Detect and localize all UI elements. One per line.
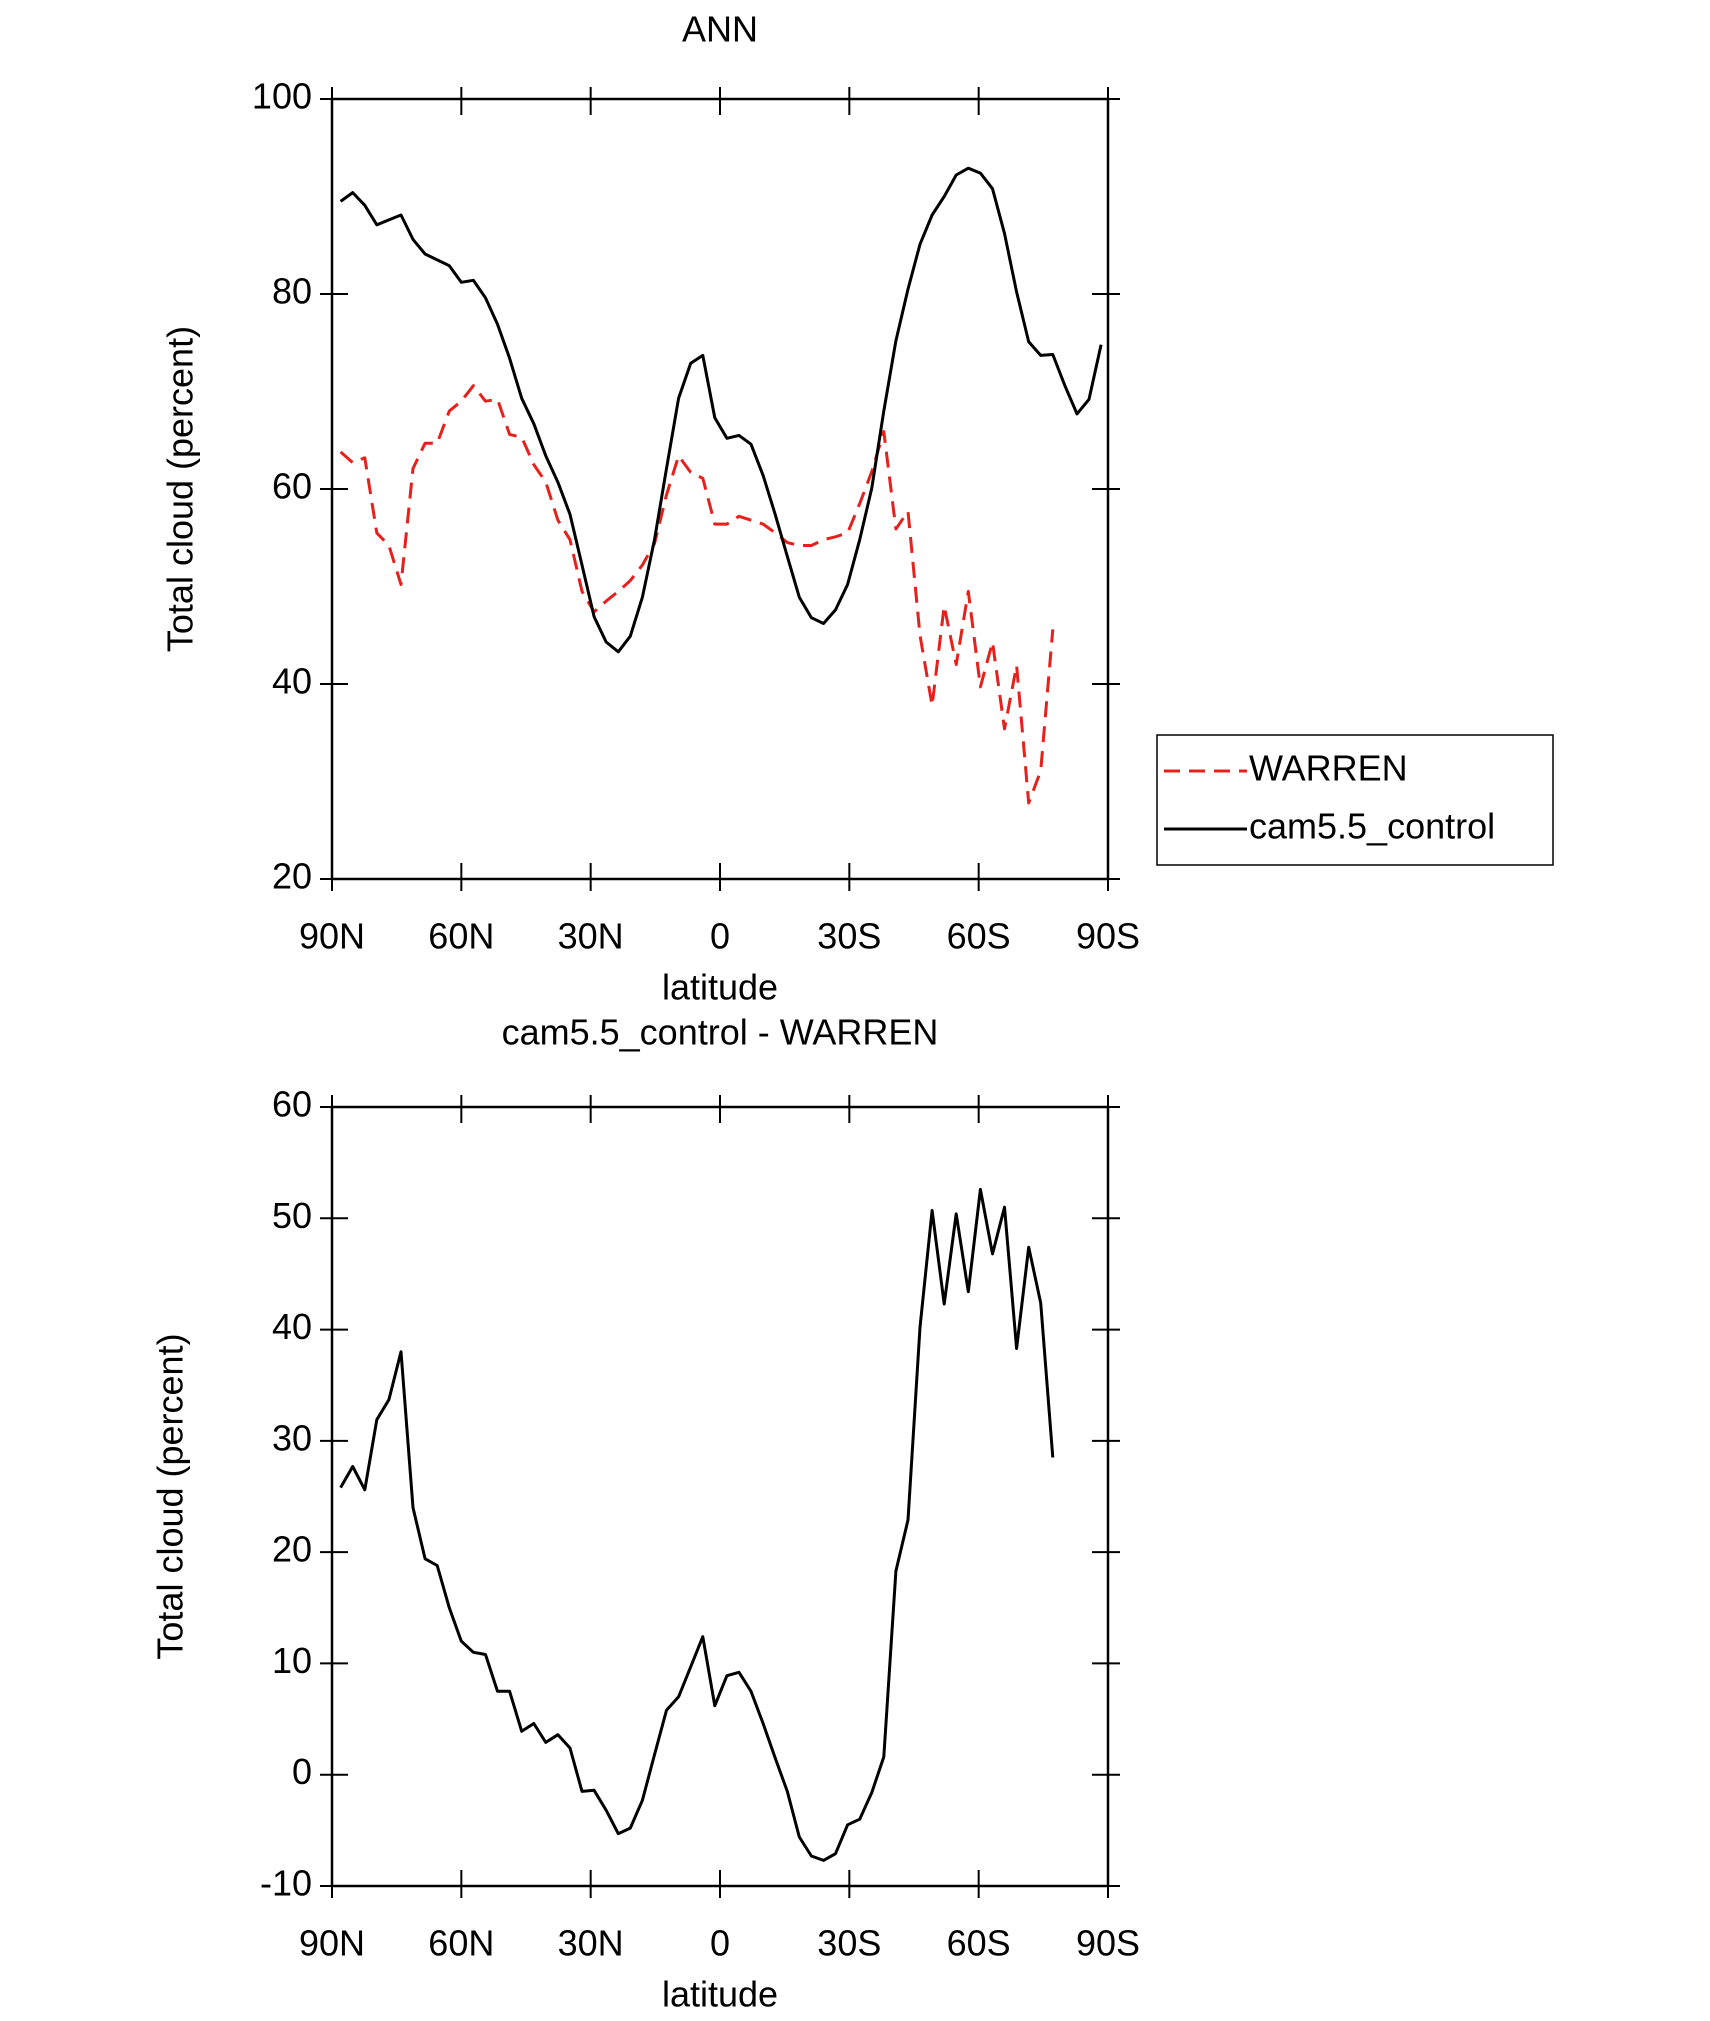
x-tick-label: 60N [428,1923,494,1964]
plot-frame [330,97,1110,881]
x-tick-label: 90S [1076,916,1140,957]
x-tick-label: 0 [710,916,730,957]
x-axis-label: latitude [662,1974,778,2015]
x-tick-label: 90N [299,916,365,957]
x-axis-label: latitude [662,967,778,1008]
y-tick-label: 80 [272,271,312,312]
chart-title: cam5.5_control - WARREN [502,1012,939,1053]
x-tick-label: 30S [817,916,881,957]
data-line [339,1187,1055,1862]
y-tick-label: 40 [272,1306,312,1347]
x-tick-label: 90S [1076,1923,1140,1964]
plot-frame [330,1105,1110,1888]
y-tick-label: 40 [272,661,312,702]
y-tick-label: 30 [272,1417,312,1458]
data-line [339,166,1103,654]
y-tick-label: 20 [272,856,312,897]
y-tick-label: 60 [272,466,312,507]
y-tick-label: 0 [292,1751,312,1792]
x-tick-label: 30S [817,1923,881,1964]
y-tick-label: 60 [272,1084,312,1125]
x-tick-label: 60S [947,1923,1011,1964]
x-tick-label: 0 [710,1923,730,1964]
y-axis-label: Total cloud (percent) [160,326,201,652]
chart: cam5.5_control - WARREN Total cloud (perc… [150,1012,1141,2015]
y-tick-label: -10 [260,1863,312,1904]
x-tick-label: 30N [558,1923,624,1964]
y-tick-label: 10 [272,1640,312,1681]
x-tick-label: 90N [299,1923,365,1964]
data-line [339,384,1055,805]
legend-label: cam5.5_control [1249,806,1495,847]
legend-box [1156,734,1554,866]
x-tick-label: 30N [558,916,624,957]
chart: ANN Total cloud (percent) latitude 20 40 60 80… [160,9,1554,1008]
y-axis-label: Total cloud (percent) [150,1333,191,1659]
y-tick-label: 50 [272,1195,312,1236]
x-tick-label: 60S [947,916,1011,957]
x-tick-label: 60N [428,916,494,957]
chart-title: ANN [682,9,758,50]
legend-label: WARREN [1249,748,1408,789]
y-tick-label: 20 [272,1529,312,1570]
y-tick-label: 100 [252,76,312,117]
